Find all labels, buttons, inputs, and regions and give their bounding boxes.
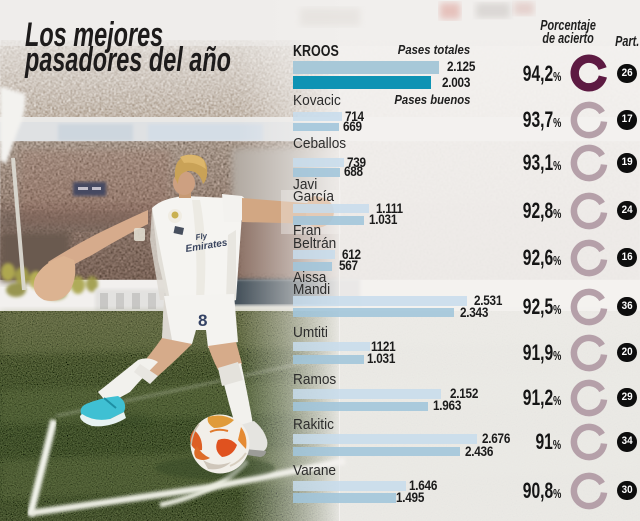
svg-text:8: 8 (198, 311, 207, 330)
svg-text:Fly: Fly (195, 231, 208, 242)
